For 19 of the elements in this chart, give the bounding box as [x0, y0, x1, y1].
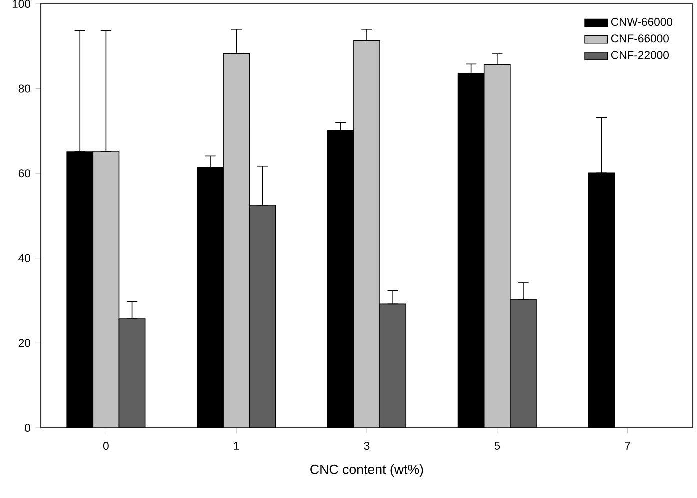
x-tick-label: 3: [364, 442, 370, 450]
bar: [510, 299, 537, 428]
bar: [118, 318, 146, 428]
y-tick-label: 20: [18, 339, 31, 348]
y-tick-label: 0: [25, 424, 31, 432]
x-tick-label: 7: [625, 442, 630, 450]
y-tick-label: 40: [18, 254, 31, 262]
x-tick-label: 1: [234, 442, 240, 450]
bar: [380, 304, 407, 428]
bar: [249, 204, 276, 428]
x-tick-label: 5: [494, 442, 500, 450]
y-tick-label: 60: [18, 170, 31, 178]
y-tick-label: 100: [12, 0, 31, 8]
legend-label: CNF-22000: [611, 51, 669, 60]
x-tick-label: 0: [103, 442, 109, 450]
x-axis-title: CNC content (wt%): [310, 464, 424, 477]
legend-label: CNF-66000: [611, 34, 669, 43]
legend-label: CNW-66000: [611, 18, 673, 26]
y-tick-label: 80: [18, 84, 31, 93]
